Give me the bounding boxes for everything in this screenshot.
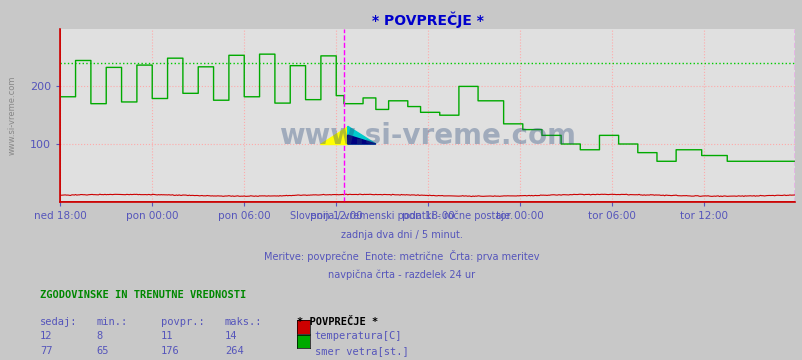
Text: zadnja dva dni / 5 minut.: zadnja dva dni / 5 minut. xyxy=(340,230,462,240)
Text: Slovenija / vremenski podatki - ročne postaje.: Slovenija / vremenski podatki - ročne po… xyxy=(290,211,512,221)
Text: smer vetra[st.]: smer vetra[st.] xyxy=(314,346,408,356)
Polygon shape xyxy=(319,126,347,144)
Text: ZGODOVINSKE IN TRENUTNE VREDNOSTI: ZGODOVINSKE IN TRENUTNE VREDNOSTI xyxy=(40,290,246,300)
Text: 12: 12 xyxy=(40,331,53,341)
Text: maks.:: maks.: xyxy=(225,317,262,327)
Text: navpična črta - razdelek 24 ur: navpična črta - razdelek 24 ur xyxy=(327,270,475,280)
Text: www.si-vreme.com: www.si-vreme.com xyxy=(8,76,17,155)
Text: povpr.:: povpr.: xyxy=(160,317,204,327)
Text: 65: 65 xyxy=(96,346,109,356)
Text: 264: 264 xyxy=(225,346,243,356)
Text: Meritve: povprečne  Enote: metrične  Črta: prva meritev: Meritve: povprečne Enote: metrične Črta:… xyxy=(263,250,539,262)
Text: temperatura[C]: temperatura[C] xyxy=(314,331,402,341)
Text: 77: 77 xyxy=(40,346,53,356)
Text: * POVPREČJE *: * POVPREČJE * xyxy=(297,317,378,327)
Polygon shape xyxy=(347,126,375,144)
Text: 11: 11 xyxy=(160,331,173,341)
Polygon shape xyxy=(347,135,375,144)
Text: 14: 14 xyxy=(225,331,237,341)
Text: 176: 176 xyxy=(160,346,179,356)
Text: 8: 8 xyxy=(96,331,103,341)
Title: * POVPREČJE *: * POVPREČJE * xyxy=(371,11,483,28)
Text: www.si-vreme.com: www.si-vreme.com xyxy=(279,122,575,150)
Text: sedaj:: sedaj: xyxy=(40,317,78,327)
Text: min.:: min.: xyxy=(96,317,128,327)
